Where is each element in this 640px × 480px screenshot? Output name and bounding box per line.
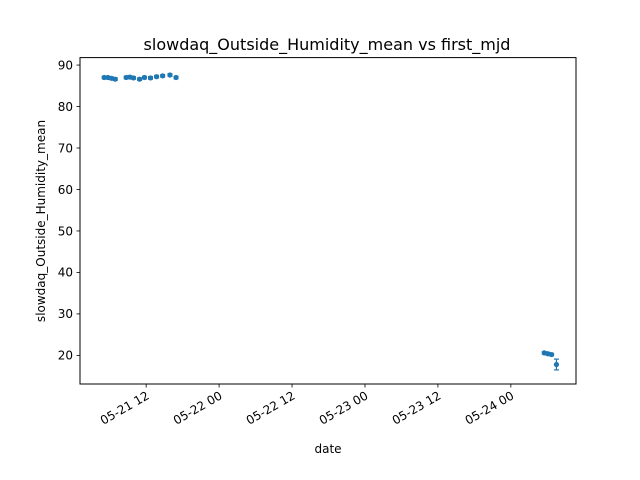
y-tick-label: 30 xyxy=(58,307,73,321)
data-point xyxy=(141,74,148,81)
data-layer xyxy=(101,72,560,371)
data-point xyxy=(167,72,173,78)
y-tick-label: 90 xyxy=(58,58,73,72)
y-tick-label: 60 xyxy=(58,183,73,197)
data-point xyxy=(160,73,166,79)
data-point xyxy=(553,361,560,368)
y-tick-label: 40 xyxy=(58,266,73,280)
chart-title: slowdaq_Outside_Humidity_mean vs first_m… xyxy=(144,35,511,55)
y-tick-label: 20 xyxy=(58,349,73,363)
data-point xyxy=(130,75,137,81)
plot-area-frame xyxy=(79,57,577,385)
y-tick-label: 70 xyxy=(58,141,73,155)
x-axis-label: date xyxy=(314,442,341,456)
y-tick-label: 50 xyxy=(58,224,73,238)
data-point xyxy=(153,74,160,80)
y-tick-label: 80 xyxy=(58,100,73,114)
data-point xyxy=(147,75,154,81)
data-point xyxy=(548,351,555,358)
data-point xyxy=(136,76,143,82)
y-axis-label: slowdaq_Outside_Humidity_mean xyxy=(34,120,48,322)
data-point xyxy=(173,74,179,81)
data-point xyxy=(112,76,118,82)
y-axis-ticks: 20 30 40 50 60 70 80 90 xyxy=(58,58,80,363)
